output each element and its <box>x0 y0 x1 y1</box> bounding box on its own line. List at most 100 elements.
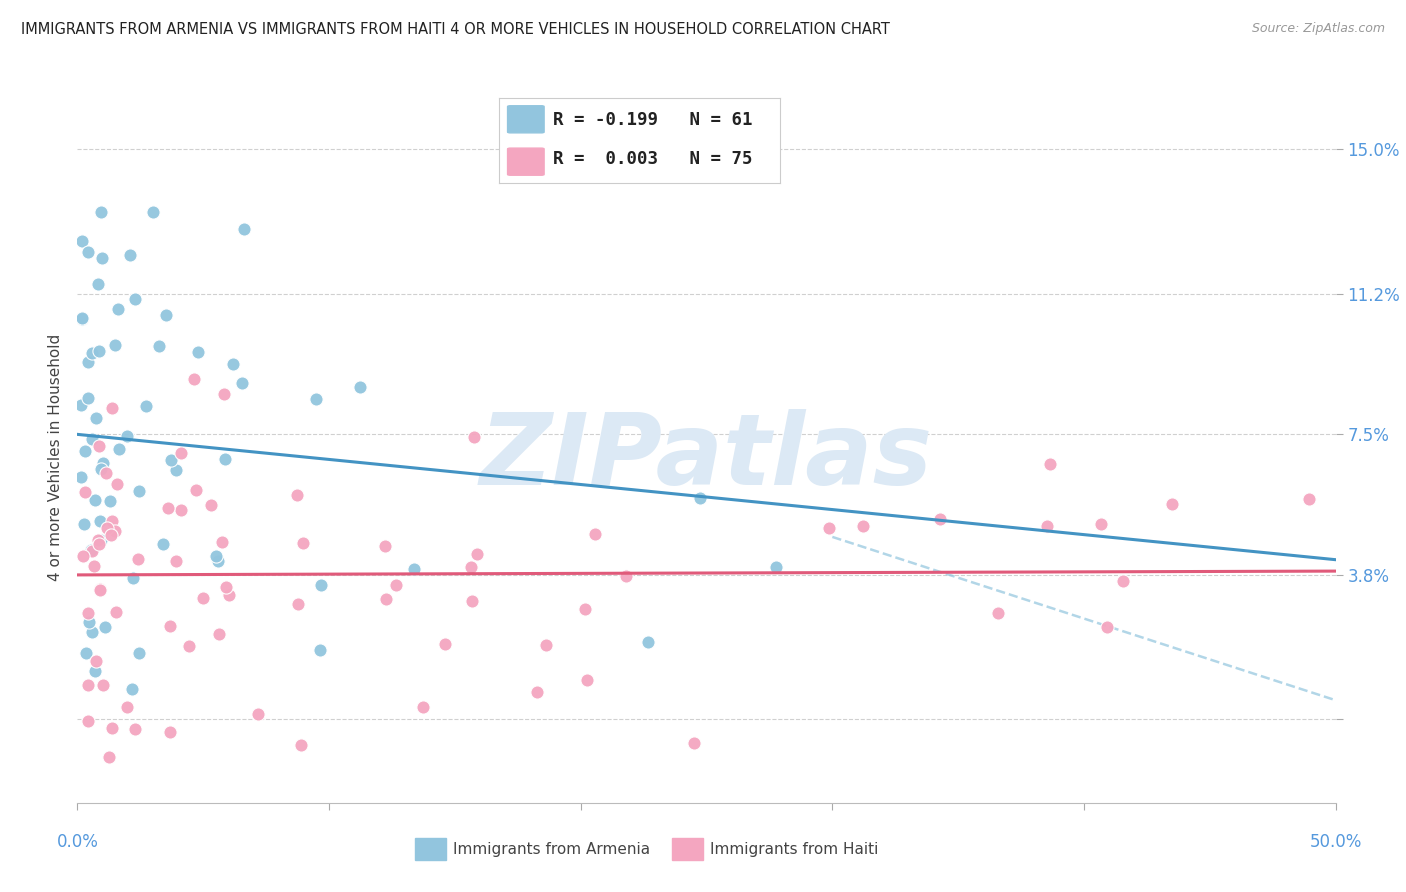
Point <box>207 554 229 568</box>
Text: Immigrants from Haiti: Immigrants from Haiti <box>710 842 879 856</box>
Point <box>187 344 209 359</box>
Point <box>77 714 100 728</box>
Point <box>76 646 98 660</box>
Point <box>101 401 124 415</box>
Point <box>184 483 207 497</box>
Text: R = -0.199   N = 61: R = -0.199 N = 61 <box>553 111 752 128</box>
Point <box>77 245 100 260</box>
Point <box>82 433 104 447</box>
Point <box>70 311 93 326</box>
Point <box>534 639 557 653</box>
Point <box>191 591 214 605</box>
Point <box>100 528 122 542</box>
Point <box>87 533 110 548</box>
Point <box>96 521 118 535</box>
Point <box>170 503 193 517</box>
FancyBboxPatch shape <box>508 106 544 133</box>
Point <box>75 485 97 500</box>
Point <box>101 721 124 735</box>
Point <box>467 547 489 561</box>
Point <box>818 521 841 535</box>
Text: ZIPatlas: ZIPatlas <box>479 409 934 506</box>
Point <box>91 456 114 470</box>
Point <box>122 570 145 584</box>
Point <box>165 554 187 568</box>
Point <box>108 442 131 456</box>
Point <box>246 707 269 722</box>
Point <box>86 277 108 292</box>
Point <box>84 411 107 425</box>
Point <box>177 639 200 653</box>
Point <box>374 540 396 554</box>
Point <box>155 308 177 322</box>
Point <box>212 387 235 401</box>
Point <box>80 542 103 557</box>
Point <box>165 463 187 477</box>
Point <box>215 581 238 595</box>
Point <box>309 643 332 657</box>
Point <box>87 439 110 453</box>
Point <box>89 537 111 551</box>
Point <box>89 514 111 528</box>
Point <box>287 597 309 611</box>
Point <box>135 400 157 414</box>
Point <box>461 593 484 607</box>
Point <box>101 514 124 528</box>
FancyBboxPatch shape <box>508 148 544 175</box>
Point <box>72 311 94 326</box>
Point <box>349 380 371 394</box>
Point <box>1161 497 1184 511</box>
Point <box>305 392 328 406</box>
Point <box>928 512 950 526</box>
Point <box>463 430 485 444</box>
Text: 50.0%: 50.0% <box>1309 833 1362 851</box>
Point <box>94 620 117 634</box>
Point <box>124 293 146 307</box>
Point <box>80 624 103 639</box>
Point <box>142 205 165 219</box>
Point <box>128 483 150 498</box>
Point <box>385 577 408 591</box>
Point <box>91 678 114 692</box>
Point <box>375 591 398 606</box>
Point <box>70 235 93 249</box>
Point <box>526 685 548 699</box>
Point <box>765 560 787 574</box>
Point <box>574 601 596 615</box>
Point <box>83 492 105 507</box>
Point <box>222 357 245 371</box>
Point <box>70 470 93 484</box>
Point <box>183 372 205 386</box>
Point <box>94 466 117 480</box>
Point <box>76 391 98 405</box>
Text: IMMIGRANTS FROM ARMENIA VS IMMIGRANTS FROM HAITI 4 OR MORE VEHICLES IN HOUSEHOLD: IMMIGRANTS FROM ARMENIA VS IMMIGRANTS FR… <box>21 22 890 37</box>
Point <box>89 344 111 359</box>
Point <box>77 606 100 620</box>
Point <box>218 588 240 602</box>
Point <box>208 627 231 641</box>
Point <box>97 750 120 764</box>
Point <box>128 646 150 660</box>
Point <box>77 355 100 369</box>
Point <box>683 736 706 750</box>
Text: Immigrants from Armenia: Immigrants from Armenia <box>453 842 650 856</box>
Point <box>232 222 254 236</box>
Point <box>90 533 112 547</box>
Point <box>115 699 138 714</box>
Point <box>159 724 181 739</box>
Point <box>214 452 236 467</box>
Point <box>211 534 233 549</box>
Point <box>84 665 107 679</box>
Point <box>124 723 146 737</box>
Point <box>107 302 129 317</box>
Point <box>127 551 149 566</box>
Point <box>77 615 100 629</box>
Point <box>402 562 425 576</box>
Point <box>148 338 170 352</box>
Point <box>159 452 181 467</box>
Point <box>412 700 434 714</box>
Point <box>689 491 711 506</box>
Text: 0.0%: 0.0% <box>56 833 98 851</box>
Point <box>309 578 332 592</box>
Point <box>104 338 127 352</box>
